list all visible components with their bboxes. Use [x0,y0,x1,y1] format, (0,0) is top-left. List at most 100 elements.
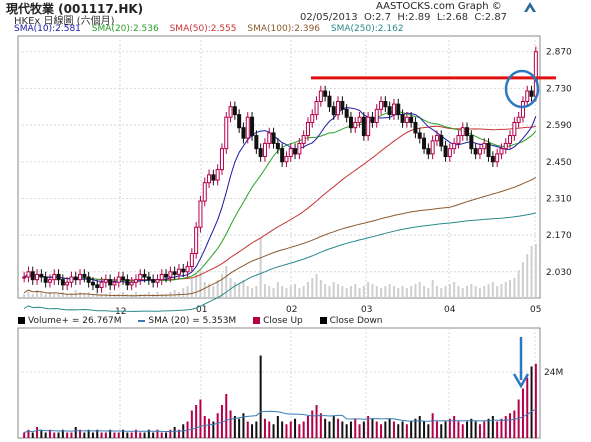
candle-body [404,116,409,123]
volume-bar [169,429,172,438]
price-volume-bar [281,286,284,298]
candle-body [512,121,517,137]
volume-bar [367,416,370,438]
candle-body [176,268,181,275]
y-tick-label: 2.870 [546,48,572,58]
candle-body [237,114,242,129]
volume-legend-down-label: Close Down [329,316,383,326]
sma-250-line [23,212,537,312]
volume-arrow-head [512,373,530,389]
volume-bar [380,424,383,438]
price-volume-bar [435,286,438,298]
candle-body [56,273,61,281]
candle-body [503,142,508,150]
candle-body [318,90,323,102]
candle-body [232,106,237,116]
price-volume-bar [246,286,249,298]
candle-body [219,148,224,171]
candle-body [155,279,160,283]
candle-body [159,273,164,281]
price-volume-bar [79,292,82,298]
volume-bar [220,405,223,438]
price-volume-bar [100,294,103,298]
price-volume-bar [375,286,378,298]
y-tick-label: 2.450 [546,158,572,168]
candle-body [26,271,31,278]
price-volume-bar [319,280,322,298]
candle-body [327,95,332,108]
price-volume-bar [117,294,120,298]
candle-body [73,276,78,281]
chart-title: 現代牧業 (001117.HK) [6,2,144,16]
candle-body [465,127,470,137]
volume-bar [100,432,103,438]
close-down-swatch-icon [319,317,327,324]
candle-body [142,273,147,278]
volume-bar [281,421,284,438]
volume-bar [530,366,533,438]
price-volume-bar [410,286,413,298]
volume-bar [216,413,219,438]
volume-bar [113,432,116,438]
candle-body [164,273,169,278]
candle-body [258,148,263,158]
price-volume-bar [173,290,176,298]
candle-body [125,279,130,286]
candle-body [43,276,48,283]
candle-body [456,135,461,144]
price-volume-bar [255,286,258,298]
volume-swatch-icon [18,317,25,324]
quote-high: H:2.89 [397,12,431,23]
price-volume-bar [371,284,374,298]
candle-body [314,101,319,116]
candle-body [78,273,83,281]
price-volume-bar [491,282,494,298]
volume-bar [431,413,434,438]
price-volume-bar [160,294,163,298]
price-volume-bar [186,286,189,298]
candle-body [168,271,173,278]
price-volume-bar [500,284,503,298]
candle-body [297,142,302,155]
volume-legend-sma-label: SMA (20) = 5.353M [148,316,237,326]
x-tick-label: 02 [286,305,297,315]
volume-bar [160,432,163,438]
price-volume-bar [509,280,512,298]
volume-bar [203,416,206,438]
candle-body [391,103,396,116]
volume-bar [263,418,266,438]
price-volume-bar [212,286,215,298]
price-volume-bar [294,284,297,298]
volume-bar [40,429,43,438]
candle-body [361,116,366,137]
price-volume-bar [199,270,202,298]
price-volume-bar [216,280,219,298]
quote-low: L:2.68 [436,12,469,23]
candle-body [30,271,35,281]
price-volume-bar [61,292,64,298]
price-volume-bar [276,282,279,298]
volume-bar [27,429,30,438]
candle-body [520,101,525,118]
volume-bar [143,432,146,438]
volume-legend-volume: Volume+ = 26.767M [18,316,122,326]
close-up-swatch-icon [253,317,261,324]
volume-bar [470,418,473,438]
volume-bar [302,421,305,438]
volume-bar [448,418,451,438]
sma-swatch-icon [138,319,146,322]
volume-tick-label: 24M [544,368,563,378]
volume-bar [255,421,258,438]
candle-body [228,106,233,118]
price-volume-bar [487,284,490,298]
volume-bar [423,421,426,438]
sma-legend-20: SMA(20):2.536 [91,24,159,34]
candle-body [22,276,27,279]
x-tick-label: 12 [115,307,126,317]
volume-bar [405,424,408,438]
sma-100-line [23,177,537,297]
volume-bar [354,418,357,438]
volume-legend: Volume+ = 26.767M SMA (20) = 5.353M Clos… [18,316,397,326]
price-volume-bar [341,286,344,298]
volume-bar [173,427,176,438]
